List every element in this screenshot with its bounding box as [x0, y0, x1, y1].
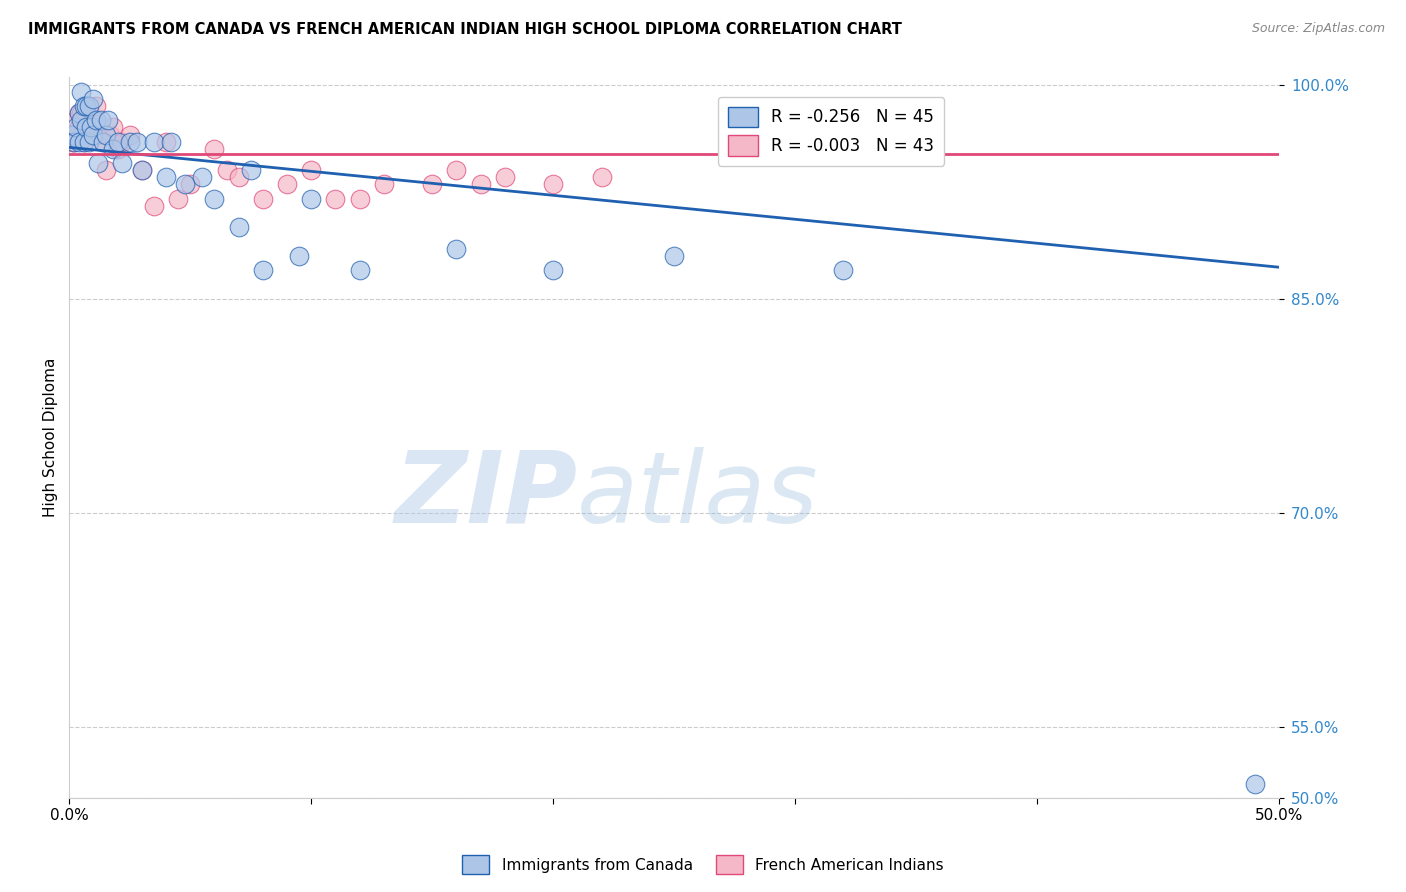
Point [97, 113, 120, 128]
Point [832, 263, 855, 277]
Point [160, 135, 183, 149]
Point [662, 249, 685, 263]
Point [60, 135, 83, 149]
Point [77, 99, 100, 113]
Point [101, 142, 124, 156]
Point [77, 99, 100, 113]
Point [84, 113, 107, 128]
Point [63, 135, 86, 149]
Point [167, 192, 190, 206]
Point [73, 135, 96, 149]
Point [82, 128, 104, 142]
Point [65, 113, 87, 128]
Point [73, 99, 96, 113]
Point [131, 163, 153, 178]
Point [80, 120, 103, 135]
Point [87, 128, 110, 142]
Point [325, 192, 347, 206]
Point [191, 170, 214, 185]
Point [118, 135, 141, 149]
Point [82, 113, 104, 128]
Point [541, 263, 564, 277]
Point [75, 99, 97, 113]
Point [155, 170, 177, 185]
Point [1243, 777, 1265, 791]
Point [73, 113, 96, 128]
Point [174, 178, 197, 192]
Point [111, 135, 134, 149]
Point [252, 263, 274, 277]
Point [90, 113, 112, 128]
Point [118, 128, 141, 142]
Point [91, 135, 114, 149]
Point [179, 178, 201, 192]
Text: ZIP: ZIP [394, 447, 578, 544]
Point [107, 142, 129, 156]
Point [373, 178, 395, 192]
Point [67, 135, 90, 149]
Point [349, 263, 371, 277]
Point [349, 192, 371, 206]
Text: atlas: atlas [578, 447, 818, 544]
Point [446, 242, 468, 256]
Point [101, 120, 124, 135]
Point [75, 113, 97, 128]
Point [155, 135, 177, 149]
Point [288, 249, 311, 263]
Point [73, 135, 96, 149]
Point [67, 106, 90, 120]
Point [494, 170, 516, 185]
Point [70, 128, 93, 142]
Point [591, 170, 613, 185]
Point [70, 85, 93, 99]
Point [63, 135, 86, 149]
Point [107, 135, 129, 149]
Legend: R = -0.256   N = 45, R = -0.003   N = 43: R = -0.256 N = 45, R = -0.003 N = 43 [717, 96, 943, 166]
Point [67, 120, 90, 135]
Point [276, 178, 298, 192]
Point [111, 156, 134, 170]
Point [94, 128, 117, 142]
Point [125, 135, 148, 149]
Point [77, 135, 100, 149]
Text: IMMIGRANTS FROM CANADA VS FRENCH AMERICAN INDIAN HIGH SCHOOL DIPLOMA CORRELATION: IMMIGRANTS FROM CANADA VS FRENCH AMERICA… [28, 22, 903, 37]
Y-axis label: High School Diploma: High School Diploma [44, 358, 58, 517]
Point [228, 170, 250, 185]
Point [82, 92, 104, 106]
Point [252, 192, 274, 206]
Point [98, 128, 121, 142]
Point [67, 106, 90, 120]
Point [80, 128, 103, 142]
Legend: Immigrants from Canada, French American Indians: Immigrants from Canada, French American … [456, 849, 950, 880]
Point [91, 135, 114, 149]
Point [70, 113, 93, 128]
Text: Source: ZipAtlas.com: Source: ZipAtlas.com [1251, 22, 1385, 36]
Point [131, 163, 153, 178]
Point [202, 142, 225, 156]
Point [420, 178, 443, 192]
Point [94, 163, 117, 178]
Point [215, 163, 238, 178]
Point [65, 120, 87, 135]
Point [142, 135, 165, 149]
Point [228, 220, 250, 235]
Point [446, 163, 468, 178]
Point [239, 163, 262, 178]
Point [75, 120, 97, 135]
Point [202, 192, 225, 206]
Point [470, 178, 492, 192]
Point [142, 199, 165, 213]
Point [84, 99, 107, 113]
Point [541, 178, 564, 192]
Point [299, 192, 322, 206]
Point [87, 156, 110, 170]
Point [70, 106, 93, 120]
Point [77, 128, 100, 142]
Point [299, 163, 322, 178]
Point [60, 128, 83, 142]
